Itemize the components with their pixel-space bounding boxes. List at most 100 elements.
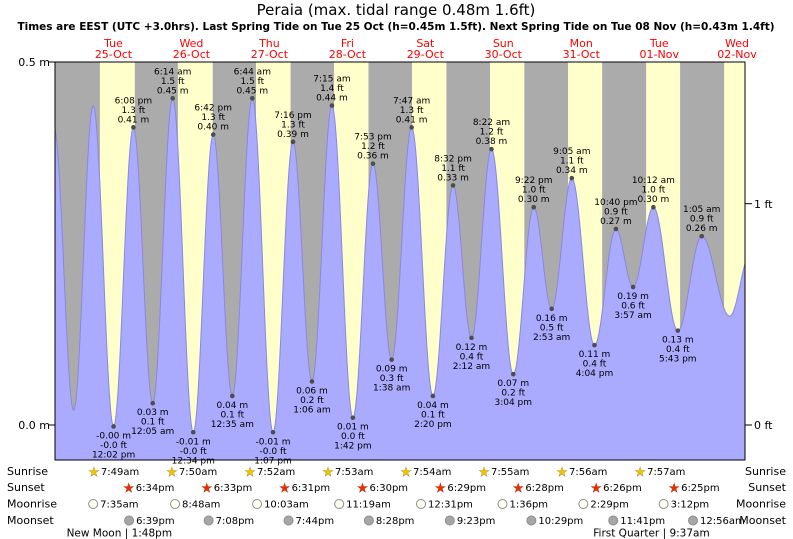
sunset-time: 6:28pm: [525, 483, 564, 494]
day-label-dow: Mon: [570, 37, 593, 50]
day-label-dow: Sun: [493, 37, 514, 50]
high-tide-label-line: 0.44 m: [316, 94, 348, 104]
y-axis-label-metres-top: 0.5 m: [18, 56, 50, 69]
high-tide-label-line: 0.30 m: [638, 195, 670, 205]
moonset-time: 9:23pm: [457, 516, 496, 527]
tide-extreme-dot: [630, 284, 636, 290]
low-tide-label-line: 0.4 ft: [583, 360, 607, 370]
low-tide-label-line: 1:38 am: [373, 384, 410, 394]
moonrise-time: 2:29pm: [590, 500, 629, 511]
sunrise-row-label-right: Sunrise: [745, 465, 786, 478]
sunrise-star-icon: ★: [479, 465, 490, 479]
tide-extreme-dot: [613, 226, 619, 232]
tide-extreme-dot: [510, 371, 516, 377]
low-tide-label-line: 2:53 am: [533, 333, 570, 343]
high-tide-label-line: 8:32 pm: [434, 154, 472, 164]
high-tide-label-line: 8:22 am: [473, 118, 510, 128]
moon-light-icon: [252, 499, 263, 509]
day-label-dow: Fri: [341, 37, 354, 50]
y-axis: 0.5 m 0.0 m 1 ft 0 ft: [18, 56, 773, 432]
low-tide-label-line: 0.4 ft: [666, 345, 690, 355]
high-tide-label-line: 0.40 m: [197, 123, 229, 133]
low-tide-label-line: 0.06 m: [296, 386, 328, 396]
sunset-star-icon: ★: [201, 481, 212, 495]
day-label-date: 30-Oct: [485, 48, 523, 61]
moon-light-icon: [88, 499, 99, 509]
tide-extreme-dot: [531, 204, 537, 210]
high-tide-label-line: 0.30 m: [518, 195, 550, 205]
tide-extreme-dot: [290, 139, 296, 145]
day-label-dow: Wed: [725, 37, 749, 50]
sunset-time: 6:34pm: [136, 483, 175, 494]
low-tide-label-line: 0.09 m: [376, 365, 408, 375]
moonrise-time: 1:36pm: [510, 500, 549, 511]
high-tide-label-line: 1.2 ft: [480, 128, 504, 138]
day-label-dow: Thu: [258, 37, 280, 50]
low-tide-label-line: 12:35 am: [211, 420, 254, 430]
high-tide-label-line: 0.34 m: [556, 166, 588, 176]
tide-extreme-dot: [592, 342, 597, 348]
moonrise-time: 12:31pm: [428, 500, 473, 511]
moon-light-icon: [334, 499, 345, 509]
low-tide-label-line: -0.0 ft: [100, 441, 127, 451]
low-tide-label-line: -0.0 ft: [260, 447, 287, 457]
day-label-date: 27-Oct: [251, 48, 289, 61]
high-tide-label-line: 1.3 ft: [122, 106, 146, 116]
tide-extreme-dot: [230, 393, 235, 399]
moon-light-icon: [658, 499, 669, 509]
moonset-time: 6:39pm: [136, 516, 175, 527]
moon-light-icon: [578, 499, 589, 509]
sunrise-time: 7:52am: [257, 467, 295, 478]
moonset-time: 12:56am: [700, 516, 745, 527]
tide-extreme-dot: [170, 96, 176, 101]
moon-phase-label: New Moon | 1:48pm: [67, 528, 173, 539]
sunset-star-icon: ★: [357, 481, 368, 495]
high-tide-label-line: 1.3 ft: [201, 113, 225, 123]
day-label-dow: Tue: [649, 37, 669, 50]
high-tide-label-line: 1.5 ft: [240, 77, 264, 87]
tide-extreme-dot: [549, 306, 554, 312]
sunrise-time: 7:56am: [569, 467, 607, 478]
day-label-dow: Sat: [416, 37, 435, 50]
moonset-time: 8:28pm: [376, 516, 415, 527]
tide-area-layer: [54, 97, 746, 460]
sun-moon-table: Sunrise Sunrise★ 7:49am ★ 7:50am ★ 7:52am ★ 7:53…: [7, 465, 787, 539]
high-tide-label-line: 0.27 m: [600, 217, 632, 227]
tide-extreme-dot: [651, 204, 656, 210]
moonrise-row-label-right: Moonrise: [736, 498, 786, 511]
sunset-star-icon: ★: [513, 481, 524, 495]
high-tide-label-line: 0.39 m: [277, 130, 309, 140]
moonset-time: 11:41pm: [620, 516, 665, 527]
y-axis-label-metres-zero: 0.0 m: [18, 419, 50, 432]
high-tide-label-line: 0.33 m: [437, 173, 469, 183]
high-tide-label-line: 9:05 am: [553, 147, 590, 157]
sunrise-time: 7:49am: [101, 467, 139, 478]
low-tide-label-line: 0.04 m: [216, 401, 248, 411]
sunset-star-icon: ★: [435, 481, 446, 495]
day-label-date: 25-Oct: [95, 48, 133, 61]
moon-gray-icon: [688, 515, 698, 526]
low-tide-label-line: 0.4 ft: [460, 352, 484, 362]
tide-extreme-dot: [309, 379, 315, 384]
low-tide-label-line: 0.12 m: [456, 343, 488, 353]
sunrise-time: 7:55am: [491, 467, 529, 478]
sunset-time: 6:29pm: [447, 483, 486, 494]
tide-extreme-dot: [430, 393, 436, 399]
sunset-row-label-right: Sunset: [748, 481, 786, 494]
high-tide-label-line: 7:47 am: [393, 96, 430, 106]
high-tide-label-line: 0.45 m: [236, 86, 268, 96]
moonset-time: 7:44pm: [296, 516, 335, 527]
tide-extreme-dot: [270, 429, 276, 435]
high-tide-label-line: 1.5 ft: [161, 77, 185, 87]
high-tide-label-line: 1.3 ft: [400, 106, 424, 116]
low-tide-label-line: 12:02 pm: [92, 450, 135, 460]
moon-gray-icon: [124, 515, 135, 526]
low-tide-label-line: 3:57 am: [614, 311, 651, 321]
low-tide-label-line: 0.3 ft: [380, 374, 404, 384]
low-tide-label-line: 0.03 m: [137, 408, 169, 418]
high-tide-label-line: 1.0 ft: [522, 186, 546, 196]
day-label-dow: Wed: [179, 37, 203, 50]
high-tide-label-line: 7:16 pm: [274, 111, 312, 121]
low-tide-label-line: 2:12 am: [453, 362, 490, 372]
moonrise-row-label-left: Moonrise: [7, 498, 57, 511]
